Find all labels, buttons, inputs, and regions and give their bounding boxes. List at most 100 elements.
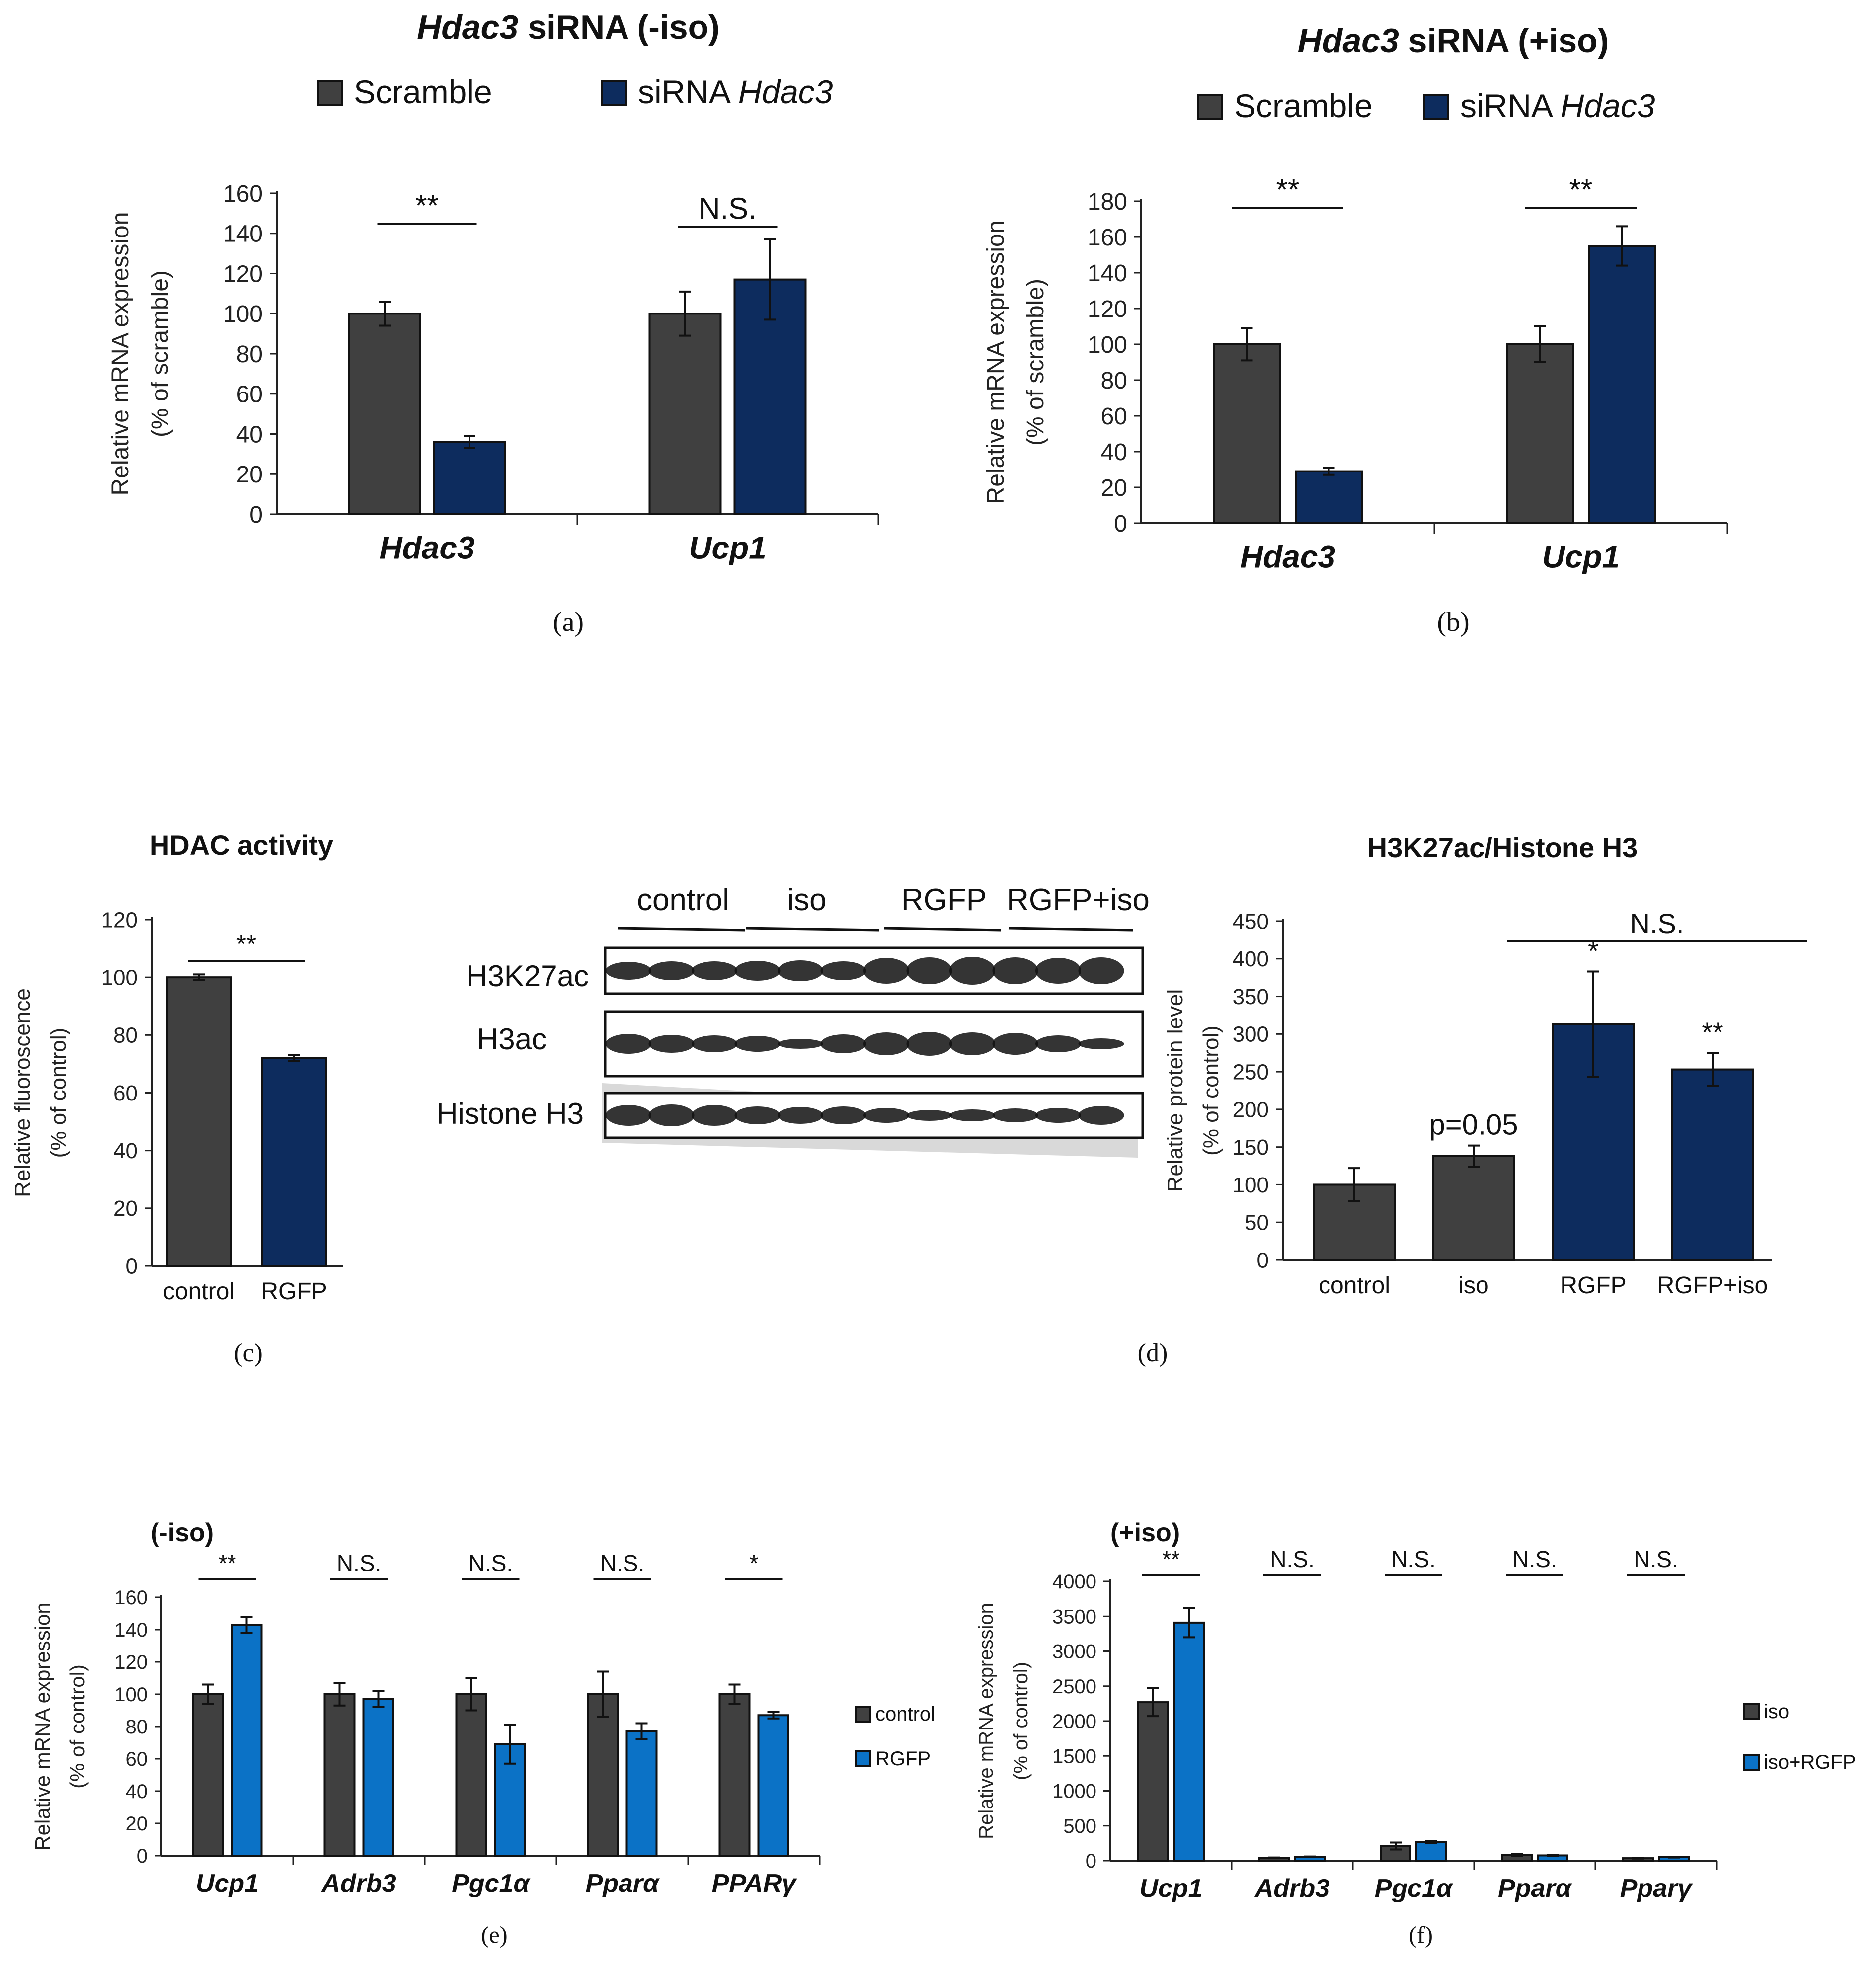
- bar-RGFP+iso: [1671, 1068, 1754, 1261]
- blot-group-label: RGFP: [901, 883, 987, 917]
- y-tick-label: 1000: [1052, 1781, 1096, 1803]
- x-category-label: RGFP: [1560, 1272, 1626, 1299]
- blot-band: [734, 1036, 781, 1052]
- bar-control: [455, 1693, 487, 1857]
- y-tick-label: 450: [1233, 909, 1269, 934]
- significance-label: N.S.: [1634, 1546, 1678, 1572]
- legend-label-prefix: siRNA: [638, 74, 738, 110]
- y-tick-label: 40: [126, 1781, 148, 1803]
- y-tick-label: 20: [236, 462, 263, 488]
- y-tick-label: 140: [1088, 260, 1127, 287]
- blot-band: [1035, 958, 1081, 984]
- blot-band: [606, 1034, 651, 1054]
- blot-band: [734, 1106, 781, 1124]
- y-tick-label: 4000: [1052, 1571, 1096, 1593]
- blot-row-label: H3ac: [477, 1022, 547, 1056]
- y-tick-label: 100: [1088, 332, 1127, 358]
- legend-label: iso+RGFP: [1764, 1751, 1856, 1773]
- significance-label: N.S.: [469, 1550, 513, 1576]
- y-tick-label: 60: [113, 1081, 138, 1105]
- y-tick-label: 100: [223, 301, 263, 327]
- x-category-label: control: [163, 1278, 234, 1305]
- bar-iso+RGFP: [1173, 1621, 1205, 1862]
- blot-group-label: RGFP+iso: [1007, 883, 1150, 917]
- legend-swatch: [601, 80, 627, 106]
- panel-label: (a): [553, 607, 584, 637]
- y-tick-label: 60: [236, 382, 263, 408]
- chart-title-condition: siRNA (+iso): [1408, 22, 1609, 60]
- blot-band: [820, 1106, 866, 1124]
- x-category-label: Pparα: [1498, 1874, 1573, 1903]
- significance-label: **: [1276, 173, 1300, 206]
- blot-band: [734, 961, 781, 981]
- chart-title: (+iso): [1110, 1518, 1180, 1547]
- y-tick-label: 350: [1233, 985, 1269, 1009]
- significance-label: **: [1162, 1546, 1180, 1572]
- y-tick-label: 60: [126, 1748, 148, 1770]
- legend-swatch: [1743, 1703, 1760, 1720]
- significance-label: N.S.: [1512, 1546, 1557, 1572]
- y-tick-label: 120: [114, 1651, 148, 1673]
- y-tick-label: 60: [1101, 403, 1127, 430]
- chart-title: Hdac3 siRNA (+iso): [1298, 22, 1609, 60]
- y-tick-label: 160: [114, 1587, 148, 1609]
- blot-band: [1035, 1035, 1081, 1052]
- bar-scramble: [1506, 343, 1574, 524]
- y-tick-label: 40: [236, 421, 263, 448]
- significance-label: N.S.: [1391, 1546, 1435, 1572]
- chart-title: Hdac3 siRNA (-iso): [417, 8, 720, 46]
- y-axis-label: Relative protein level: [1163, 989, 1187, 1192]
- x-category-label: RGFP: [261, 1278, 327, 1305]
- blot-band: [648, 1035, 695, 1053]
- blot-band: [1078, 957, 1124, 984]
- bar-control: [323, 1693, 356, 1857]
- blot-band: [992, 1108, 1038, 1122]
- blot-band: [606, 962, 651, 980]
- legend-label-prefix: siRNA: [1460, 87, 1561, 124]
- significance-label: N.S.: [699, 192, 757, 225]
- significance-label: **: [219, 1550, 236, 1576]
- blot-band: [1078, 1106, 1124, 1125]
- x-category-label: control: [1319, 1272, 1390, 1299]
- legend-label-gene: Hdac3: [738, 74, 833, 110]
- chart-title-gene: Hdac3: [1298, 22, 1408, 60]
- x-category-label: Pparα: [586, 1869, 661, 1898]
- y-tick-label: 140: [114, 1619, 148, 1641]
- bar-sirna: [433, 441, 506, 516]
- chart-title-gene: Hdac3: [417, 8, 528, 46]
- y-tick-label: 120: [101, 908, 138, 932]
- x-category-label: RGFP+iso: [1657, 1272, 1768, 1299]
- y-axis-label-unit: (% of control): [1199, 1025, 1223, 1156]
- y-tick-label: 100: [114, 1684, 148, 1706]
- x-category-label: Ucp1: [689, 530, 767, 566]
- y-axis-label: Relative mRNA expression: [983, 221, 1009, 504]
- bar-control: [166, 976, 232, 1267]
- panel-label: (f): [1409, 1922, 1433, 1948]
- legend-swatch: [855, 1706, 871, 1723]
- significance-label: **: [415, 189, 439, 222]
- y-tick-label: 20: [126, 1813, 148, 1835]
- significance-label: *: [750, 1550, 759, 1576]
- blot-group-label: control: [637, 883, 729, 917]
- legend-label: siRNA Hdac3: [638, 74, 833, 110]
- blot-band: [906, 1110, 952, 1121]
- blot-band: [778, 1107, 823, 1124]
- x-category-label: Hdac3: [379, 530, 474, 566]
- blot-band: [863, 1108, 909, 1123]
- significance-label: p=0.05: [1429, 1109, 1518, 1141]
- y-tick-label: 200: [1233, 1098, 1269, 1122]
- y-axis-label-unit: (% of control): [46, 1028, 71, 1158]
- y-tick-label: 120: [223, 261, 263, 287]
- chart-title: (-iso): [151, 1518, 214, 1547]
- y-tick-label: 400: [1233, 947, 1269, 971]
- significance-label: N.S.: [337, 1550, 381, 1576]
- blot-band: [820, 1034, 866, 1053]
- y-axis-label-unit: (% of control): [1010, 1662, 1032, 1780]
- significance-label: *: [1588, 936, 1599, 967]
- y-tick-label: 20: [1101, 475, 1127, 501]
- x-category-label: PPARγ: [712, 1869, 798, 1898]
- x-category-label: Adrb3: [1254, 1874, 1329, 1903]
- chart-title-condition: siRNA (-iso): [528, 8, 720, 46]
- significance-label: N.S.: [600, 1550, 644, 1576]
